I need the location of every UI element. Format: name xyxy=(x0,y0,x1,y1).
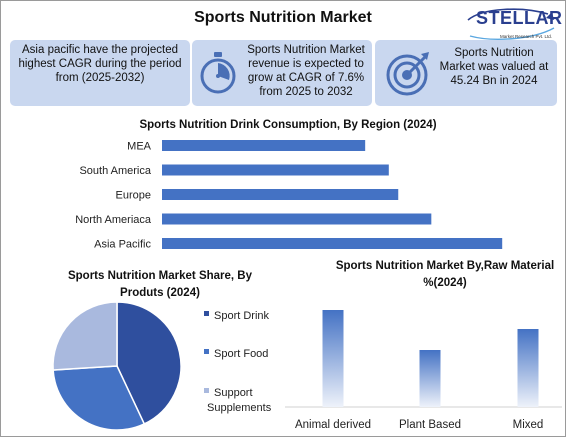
info-box-cagr-rate: Sports Nutrition Market revenue is expec… xyxy=(192,40,372,106)
raw-material-chart-title: Sports Nutrition Market By,Raw Material … xyxy=(335,260,555,289)
target-icon xyxy=(386,52,429,96)
logo-subtext: Market Research Pvt. Ltd. xyxy=(500,34,553,39)
stellar-logo: STELLAR Market Research Pvt. Ltd. xyxy=(462,6,562,46)
logo-text: STELLAR xyxy=(476,8,563,28)
region-label: Europe xyxy=(116,190,151,202)
stopwatch-icon xyxy=(200,52,236,94)
region-bar xyxy=(162,213,432,225)
info-box-text: Sports Nutrition Market revenue is expec… xyxy=(247,44,365,98)
raw-material-bar-chart: Animal derived Plant Based Mixed xyxy=(285,310,562,431)
page-title: Sports Nutrition Market xyxy=(194,9,372,26)
pie-slice xyxy=(52,365,146,431)
info-box-text: Sports Nutrition Market was valued at 45… xyxy=(439,47,549,87)
legend-label: Sport Food xyxy=(214,348,268,360)
region-label: Asia Pacific xyxy=(94,239,151,251)
pie-slice xyxy=(116,301,182,425)
region-label: MEA xyxy=(127,141,152,153)
raw-material-bar xyxy=(322,310,344,407)
info-box-cagr-region: Asia pacific have the projected highest … xyxy=(10,40,190,106)
logo-swoosh-icon xyxy=(467,8,555,40)
category-label: Mixed xyxy=(513,419,544,431)
legend-label: Support Supplements xyxy=(207,387,272,414)
info-box-market-value: Sports Nutrition Market was valued at 45… xyxy=(375,40,557,106)
region-label: North Ameriaca xyxy=(75,214,152,226)
region-bar xyxy=(162,238,503,249)
region-bar-chart: MEA South America Europe North Ameriaca Asia… xyxy=(75,140,503,251)
category-label: Animal derived xyxy=(295,419,371,431)
legend-swatch xyxy=(204,311,209,316)
legend-swatch xyxy=(204,349,209,354)
legend-label: Sport Drink xyxy=(214,310,270,322)
info-box-text: Asia pacific have the projected highest … xyxy=(18,44,182,84)
legend-swatch xyxy=(204,388,209,393)
region-label: South America xyxy=(79,165,151,177)
region-bar xyxy=(162,164,389,176)
region-bar xyxy=(162,140,366,151)
raw-material-bar xyxy=(517,329,539,407)
region-chart-title: Sports Nutrition Drink Consumption, By R… xyxy=(139,119,437,131)
pie-slice xyxy=(52,301,118,371)
product-pie-title: Sports Nutrition Market Share, By Produt… xyxy=(67,270,253,299)
category-label: Plant Based xyxy=(399,419,461,431)
raw-material-bar xyxy=(419,350,441,407)
product-pie-chart: Sport Drink Sport Food Support Supplements xyxy=(52,301,272,431)
region-bar xyxy=(162,189,399,200)
